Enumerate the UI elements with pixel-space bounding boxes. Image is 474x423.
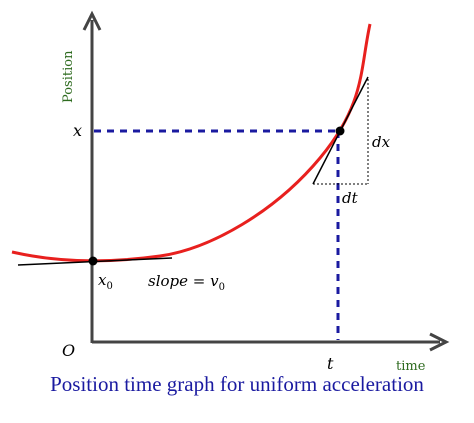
slope-subscript: 0 bbox=[219, 282, 225, 293]
position-curve bbox=[11, 23, 372, 263]
dx-label: dx bbox=[372, 133, 391, 151]
slope-text: slope = v0 bbox=[148, 272, 225, 293]
diagram-caption: Position time graph for uniform accelera… bbox=[50, 372, 424, 396]
x-label: x bbox=[73, 121, 82, 140]
x-axis-label: time bbox=[396, 359, 426, 374]
origin-label: O bbox=[62, 341, 75, 360]
point-xt bbox=[335, 126, 345, 136]
dt-label: dt bbox=[342, 189, 359, 207]
t-label: t bbox=[327, 354, 334, 373]
y-axis-arrowhead bbox=[82, 10, 102, 31]
x0-subscript: 0 bbox=[106, 281, 112, 292]
x-axis-arrowhead bbox=[429, 332, 450, 352]
point-x0 bbox=[88, 256, 98, 266]
x0-label: x0 bbox=[98, 271, 113, 292]
y-axis-label: Position bbox=[61, 50, 76, 103]
